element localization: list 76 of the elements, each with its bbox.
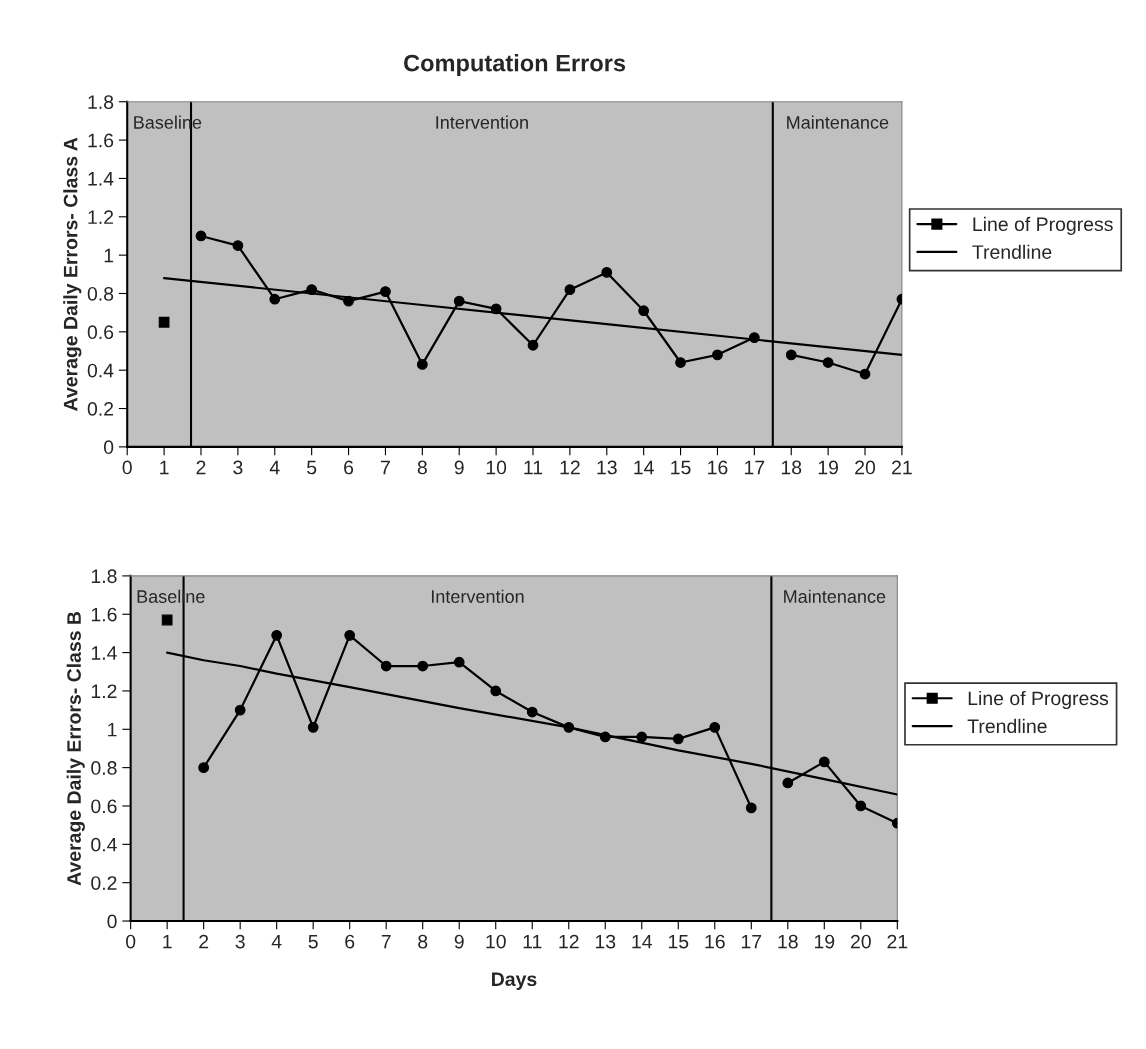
y-tick-label: 0.4: [91, 837, 117, 852]
y-axis-title: Average Daily Errors- Class A: [63, 137, 82, 411]
x-tick-label: 8: [417, 460, 427, 475]
legend-label: Trendline: [972, 244, 1052, 259]
x-axis-title: Days: [492, 972, 537, 990]
x-tick-label: 18: [778, 934, 798, 949]
x-tick-label: 17: [741, 934, 762, 949]
y-tick-label: 1.6: [91, 607, 117, 622]
x-tick-label: 6: [344, 460, 354, 475]
x-tick-label: 11: [523, 934, 542, 949]
x-tick-label: 5: [308, 934, 318, 949]
x-tick-label: 21: [892, 460, 912, 475]
x-tick-label: 8: [418, 934, 428, 949]
x-tick-label: 3: [233, 460, 243, 475]
x-tick-label: 19: [818, 460, 839, 475]
band-label: Intervention: [436, 115, 528, 129]
x-tick-label: 18: [781, 460, 802, 475]
x-tick-label: 19: [814, 934, 835, 949]
y-tick-label: 0.6: [91, 799, 117, 814]
y-tick-label: 1: [104, 248, 114, 263]
band-label: Maintenance: [784, 589, 886, 603]
y-tick-label: 0: [103, 440, 114, 455]
x-tick-label: 14: [632, 934, 653, 949]
x-tick-label: 2: [196, 460, 206, 475]
x-tick-label: 21: [887, 934, 908, 949]
x-tick-label: 4: [269, 460, 280, 475]
x-tick-label: 7: [381, 934, 391, 949]
x-tick-label: 9: [454, 460, 464, 475]
y-axis-title: Average Daily Errors- Class B: [66, 611, 85, 886]
y-tick-label: 0.2: [91, 876, 117, 890]
x-tick-label: 13: [595, 934, 616, 949]
x-tick-label: 12: [559, 934, 579, 949]
x-tick-label: 0: [126, 934, 136, 949]
x-tick-label: 7: [381, 460, 390, 475]
y-tick-label: 1.8: [88, 95, 114, 109]
legend-label: Line of Progress: [973, 216, 1113, 235]
y-tick-label: 1.4: [88, 172, 114, 186]
band-label: Maintenance: [787, 115, 889, 129]
x-tick-label: 15: [671, 460, 691, 475]
x-tick-label: 13: [597, 460, 617, 475]
y-tick-label: 0.8: [91, 761, 117, 775]
x-tick-label: 10: [486, 460, 507, 475]
y-tick-label: 0.6: [87, 325, 114, 340]
x-tick-label: 16: [705, 934, 725, 949]
x-tick-label: 3: [235, 934, 245, 949]
x-tick-label: 9: [454, 934, 464, 949]
x-tick-label: 14: [634, 460, 654, 475]
y-tick-label: 1.2: [88, 210, 114, 224]
x-tick-label: 4: [271, 934, 282, 949]
chart-title: Computation Errors: [404, 54, 626, 77]
x-tick-label: 1: [160, 460, 169, 475]
y-tick-label: 0.4: [87, 363, 114, 378]
y-tick-label: 1: [108, 722, 117, 737]
y-tick-label: 0.2: [87, 402, 114, 416]
y-tick-label: 0.8: [87, 286, 114, 301]
y-tick-label: 1.8: [91, 569, 117, 584]
band-label: Intervention: [431, 589, 524, 603]
x-tick-label: 20: [850, 934, 871, 949]
x-tick-label: 16: [708, 460, 728, 475]
legend-label: Line of Progress: [968, 690, 1109, 710]
x-tick-label: 2: [199, 934, 209, 949]
x-tick-label: 17: [745, 460, 765, 475]
legend-label: Trendline: [967, 718, 1047, 734]
x-tick-label: 5: [307, 460, 317, 475]
y-tick-label: 1.6: [88, 133, 114, 148]
x-tick-label: 15: [668, 934, 689, 949]
x-tick-label: 1: [163, 934, 172, 949]
x-tick-label: 12: [560, 460, 580, 475]
x-tick-label: 20: [855, 460, 876, 475]
x-tick-label: 11: [524, 460, 543, 475]
y-tick-label: 1.2: [91, 684, 117, 698]
y-tick-label: 0: [107, 914, 117, 929]
x-tick-label: 0: [122, 460, 132, 475]
x-tick-label: 6: [345, 934, 355, 949]
y-tick-label: 1.4: [91, 646, 117, 660]
x-tick-label: 10: [486, 934, 506, 949]
